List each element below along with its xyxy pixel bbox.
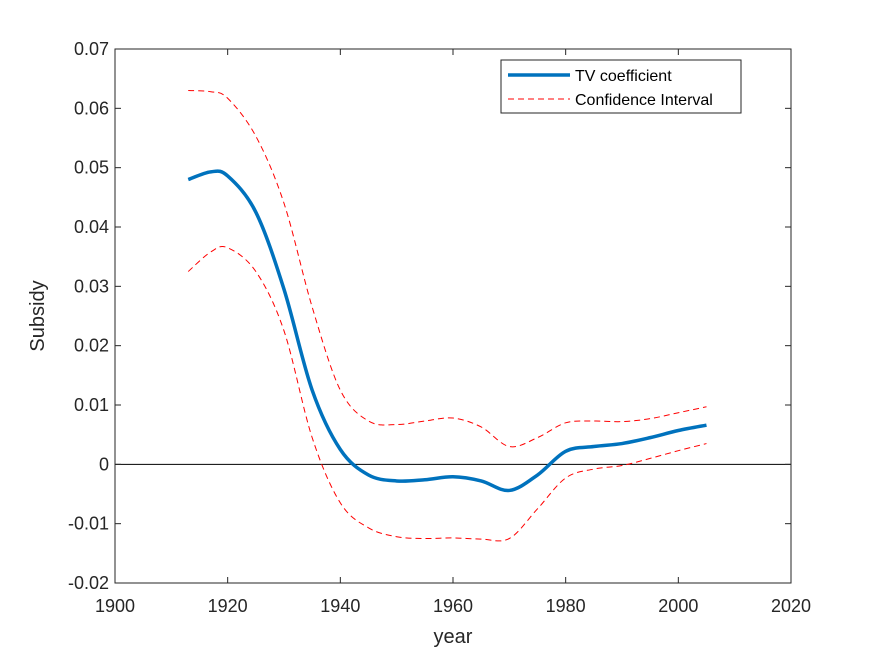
legend-label-tv-coefficient: TV coefficient bbox=[575, 68, 672, 85]
y-tick-label: 0.05 bbox=[74, 158, 109, 178]
y-tick-label: 0.02 bbox=[74, 336, 109, 356]
legend: TV coefficient Confidence Interval bbox=[500, 59, 742, 114]
confidence-interval-upper-line bbox=[188, 90, 707, 448]
y-tick-label: 0.03 bbox=[74, 276, 109, 296]
x-tick-label: 1940 bbox=[320, 596, 360, 616]
tv-coefficient-line bbox=[187, 169, 707, 493]
x-tick-label: 2020 bbox=[771, 596, 811, 616]
x-tick-label: 2000 bbox=[658, 596, 698, 616]
x-tick-label: 1960 bbox=[433, 596, 473, 616]
x-tick-label: 1920 bbox=[208, 596, 248, 616]
y-tick-label: 0.04 bbox=[74, 217, 109, 237]
x-axis-label: year bbox=[434, 626, 473, 648]
legend-label-confidence-interval: Confidence Interval bbox=[575, 92, 713, 109]
y-axis-label: Subsidy bbox=[27, 280, 49, 351]
y-tick-label: -0.01 bbox=[68, 514, 109, 534]
legend-box bbox=[500, 59, 742, 114]
confidence-interval-lower-line bbox=[187, 245, 707, 542]
x-tick-label: 1980 bbox=[546, 596, 586, 616]
y-tick-label: -0.02 bbox=[68, 573, 109, 593]
y-tick-label: 0.07 bbox=[74, 39, 109, 59]
x-tick-label: 1900 bbox=[95, 596, 135, 616]
y-tick-label: 0 bbox=[99, 454, 109, 474]
y-tick-label: 0.06 bbox=[74, 98, 109, 118]
y-tick-label: 0.01 bbox=[74, 395, 109, 415]
